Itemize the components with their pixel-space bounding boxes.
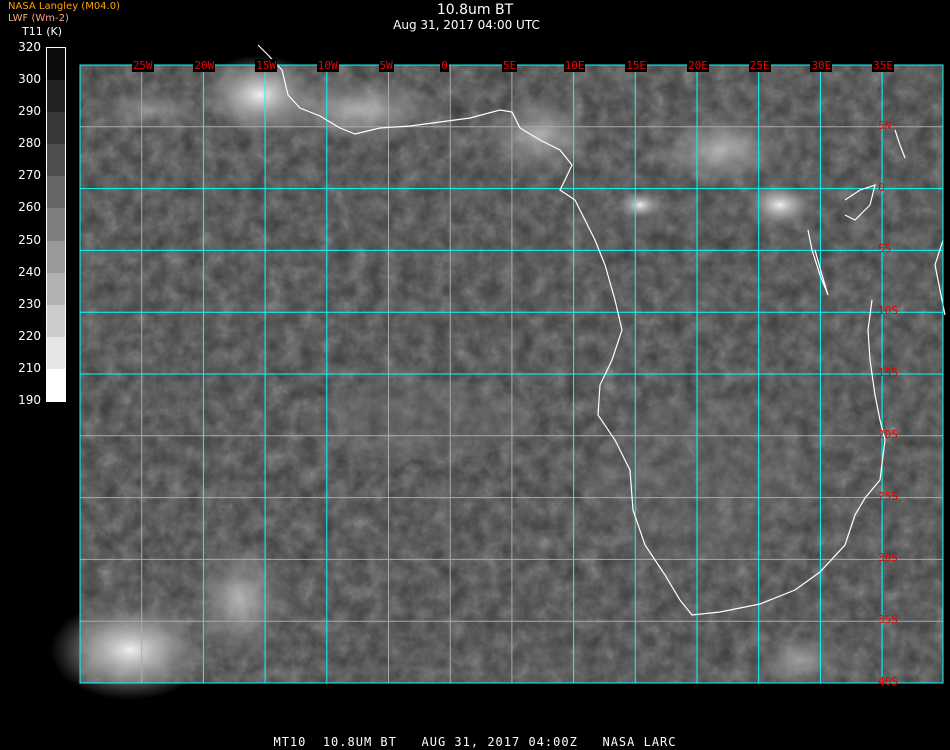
- colorbar-tick-label: 260: [18, 200, 41, 215]
- colorbar-unit: (K): [46, 25, 63, 38]
- units-label: LWF (Wm-2): [8, 13, 69, 24]
- coastline: [257, 44, 946, 616]
- colorbar-band: [47, 240, 65, 273]
- colorbar-title: T11 (K): [22, 26, 62, 38]
- org-label: NASA Langley (M04.0): [8, 1, 120, 12]
- colorbar-variable: T11: [22, 25, 43, 38]
- longitude-label: 20W: [193, 59, 216, 72]
- colorbar-tick-label: 250: [18, 232, 41, 247]
- longitude-label: 10E: [563, 59, 586, 72]
- longitude-label: 25W: [131, 59, 154, 72]
- longitude-label: 15W: [255, 59, 277, 72]
- colorbar-band: [47, 208, 65, 241]
- colorbar-tick-label: 210: [18, 360, 41, 375]
- colorbar-tick-label: 240: [18, 264, 41, 279]
- longitude-label: 15E: [625, 59, 648, 72]
- colorbar-band: [47, 336, 65, 369]
- latitude-label: 20S: [878, 427, 898, 441]
- colorbar-tick-label: 290: [18, 104, 41, 119]
- latitude-label: 25S: [878, 489, 898, 503]
- longitude-label: 5W: [378, 59, 394, 72]
- colorbar-tick-label: 230: [18, 296, 41, 311]
- cloud-features: [50, 55, 850, 700]
- colorbar-band: [47, 112, 65, 145]
- colorbar-band: [47, 272, 65, 305]
- footer-caption: MT10 10.8UM BT AUG 31, 2017 04:00Z NASA …: [273, 735, 677, 749]
- colorbar-tick-label: 270: [18, 168, 41, 183]
- latitude-label: 30S: [878, 551, 898, 565]
- longitude-label: 20E: [687, 59, 709, 72]
- latitude-label: 40S: [878, 675, 898, 688]
- colorbar-band: [47, 144, 65, 177]
- colorbar-tick-label: 220: [18, 328, 41, 343]
- latitude-label: 0: [878, 180, 885, 194]
- colorbar-band: [47, 176, 65, 209]
- colorbar-band: [47, 80, 65, 113]
- image-timestamp: Aug 31, 2017 04:00 UTC: [393, 18, 540, 32]
- latitude-label: 15S: [878, 366, 898, 379]
- longitude-label: 10W: [316, 59, 339, 72]
- colorbar: [46, 47, 66, 402]
- colorbar-tick-label: 280: [18, 136, 41, 151]
- colorbar-tick-label: 320: [18, 40, 41, 54]
- latitude-label: 5N: [878, 118, 892, 132]
- colorbar-tick-label: 300: [18, 72, 41, 87]
- colorbar-band: [47, 304, 65, 337]
- longitude-label: 0: [440, 59, 449, 72]
- image-title: 10.8um BT: [436, 2, 514, 18]
- longitude-label: 25E: [748, 59, 771, 72]
- longitude-label: 5E: [501, 59, 518, 72]
- longitude-label: 35E: [872, 59, 894, 72]
- latitude-label: 5S: [878, 242, 892, 256]
- latitude-label: 10S: [878, 304, 898, 318]
- colorbar-tick-label: 190: [18, 393, 41, 407]
- latitude-label: 35S: [878, 613, 898, 627]
- colorbar-band: [47, 48, 65, 81]
- lat-lon-grid: [80, 65, 943, 683]
- colorbar-band: [47, 368, 65, 402]
- longitude-label: 30E: [810, 59, 833, 72]
